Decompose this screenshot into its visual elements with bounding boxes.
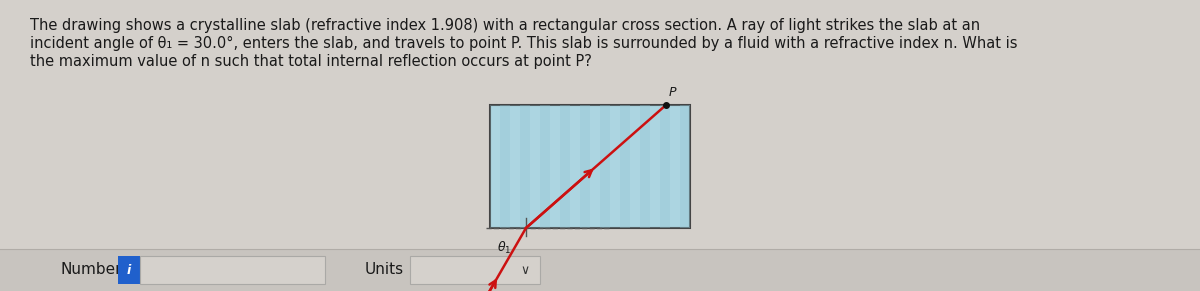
Bar xyxy=(640,105,650,228)
Bar xyxy=(590,105,600,228)
Bar xyxy=(620,105,630,228)
Bar xyxy=(570,105,580,228)
Text: P: P xyxy=(670,86,677,99)
Bar xyxy=(580,105,590,228)
Bar xyxy=(410,256,540,284)
Text: ∨: ∨ xyxy=(521,263,529,276)
Text: the maximum value of n such that total internal reflection occurs at point P?: the maximum value of n such that total i… xyxy=(30,54,592,69)
Bar xyxy=(140,256,325,284)
Bar xyxy=(650,105,660,228)
Text: $\theta_1$: $\theta_1$ xyxy=(497,240,511,256)
Text: The drawing shows a crystalline slab (refractive index 1.908) with a rectangular: The drawing shows a crystalline slab (re… xyxy=(30,18,980,33)
Bar xyxy=(0,249,1200,291)
Bar xyxy=(490,105,500,228)
Bar xyxy=(670,105,680,228)
Bar xyxy=(540,105,550,228)
Bar xyxy=(630,105,640,228)
Bar xyxy=(610,105,620,228)
Bar xyxy=(510,105,520,228)
Text: Units: Units xyxy=(365,262,404,278)
Text: incident angle of θ₁ = 30.0°, enters the slab, and travels to point P. This slab: incident angle of θ₁ = 30.0°, enters the… xyxy=(30,36,1018,51)
Bar xyxy=(550,105,560,228)
Bar xyxy=(660,105,670,228)
Bar xyxy=(490,105,690,228)
Text: Number: Number xyxy=(60,262,121,278)
Bar xyxy=(500,105,510,228)
Bar xyxy=(560,105,570,228)
Bar xyxy=(118,256,140,284)
Text: i: i xyxy=(127,263,131,276)
Bar xyxy=(600,105,610,228)
Bar xyxy=(530,105,540,228)
Bar xyxy=(520,105,530,228)
Bar xyxy=(680,105,690,228)
